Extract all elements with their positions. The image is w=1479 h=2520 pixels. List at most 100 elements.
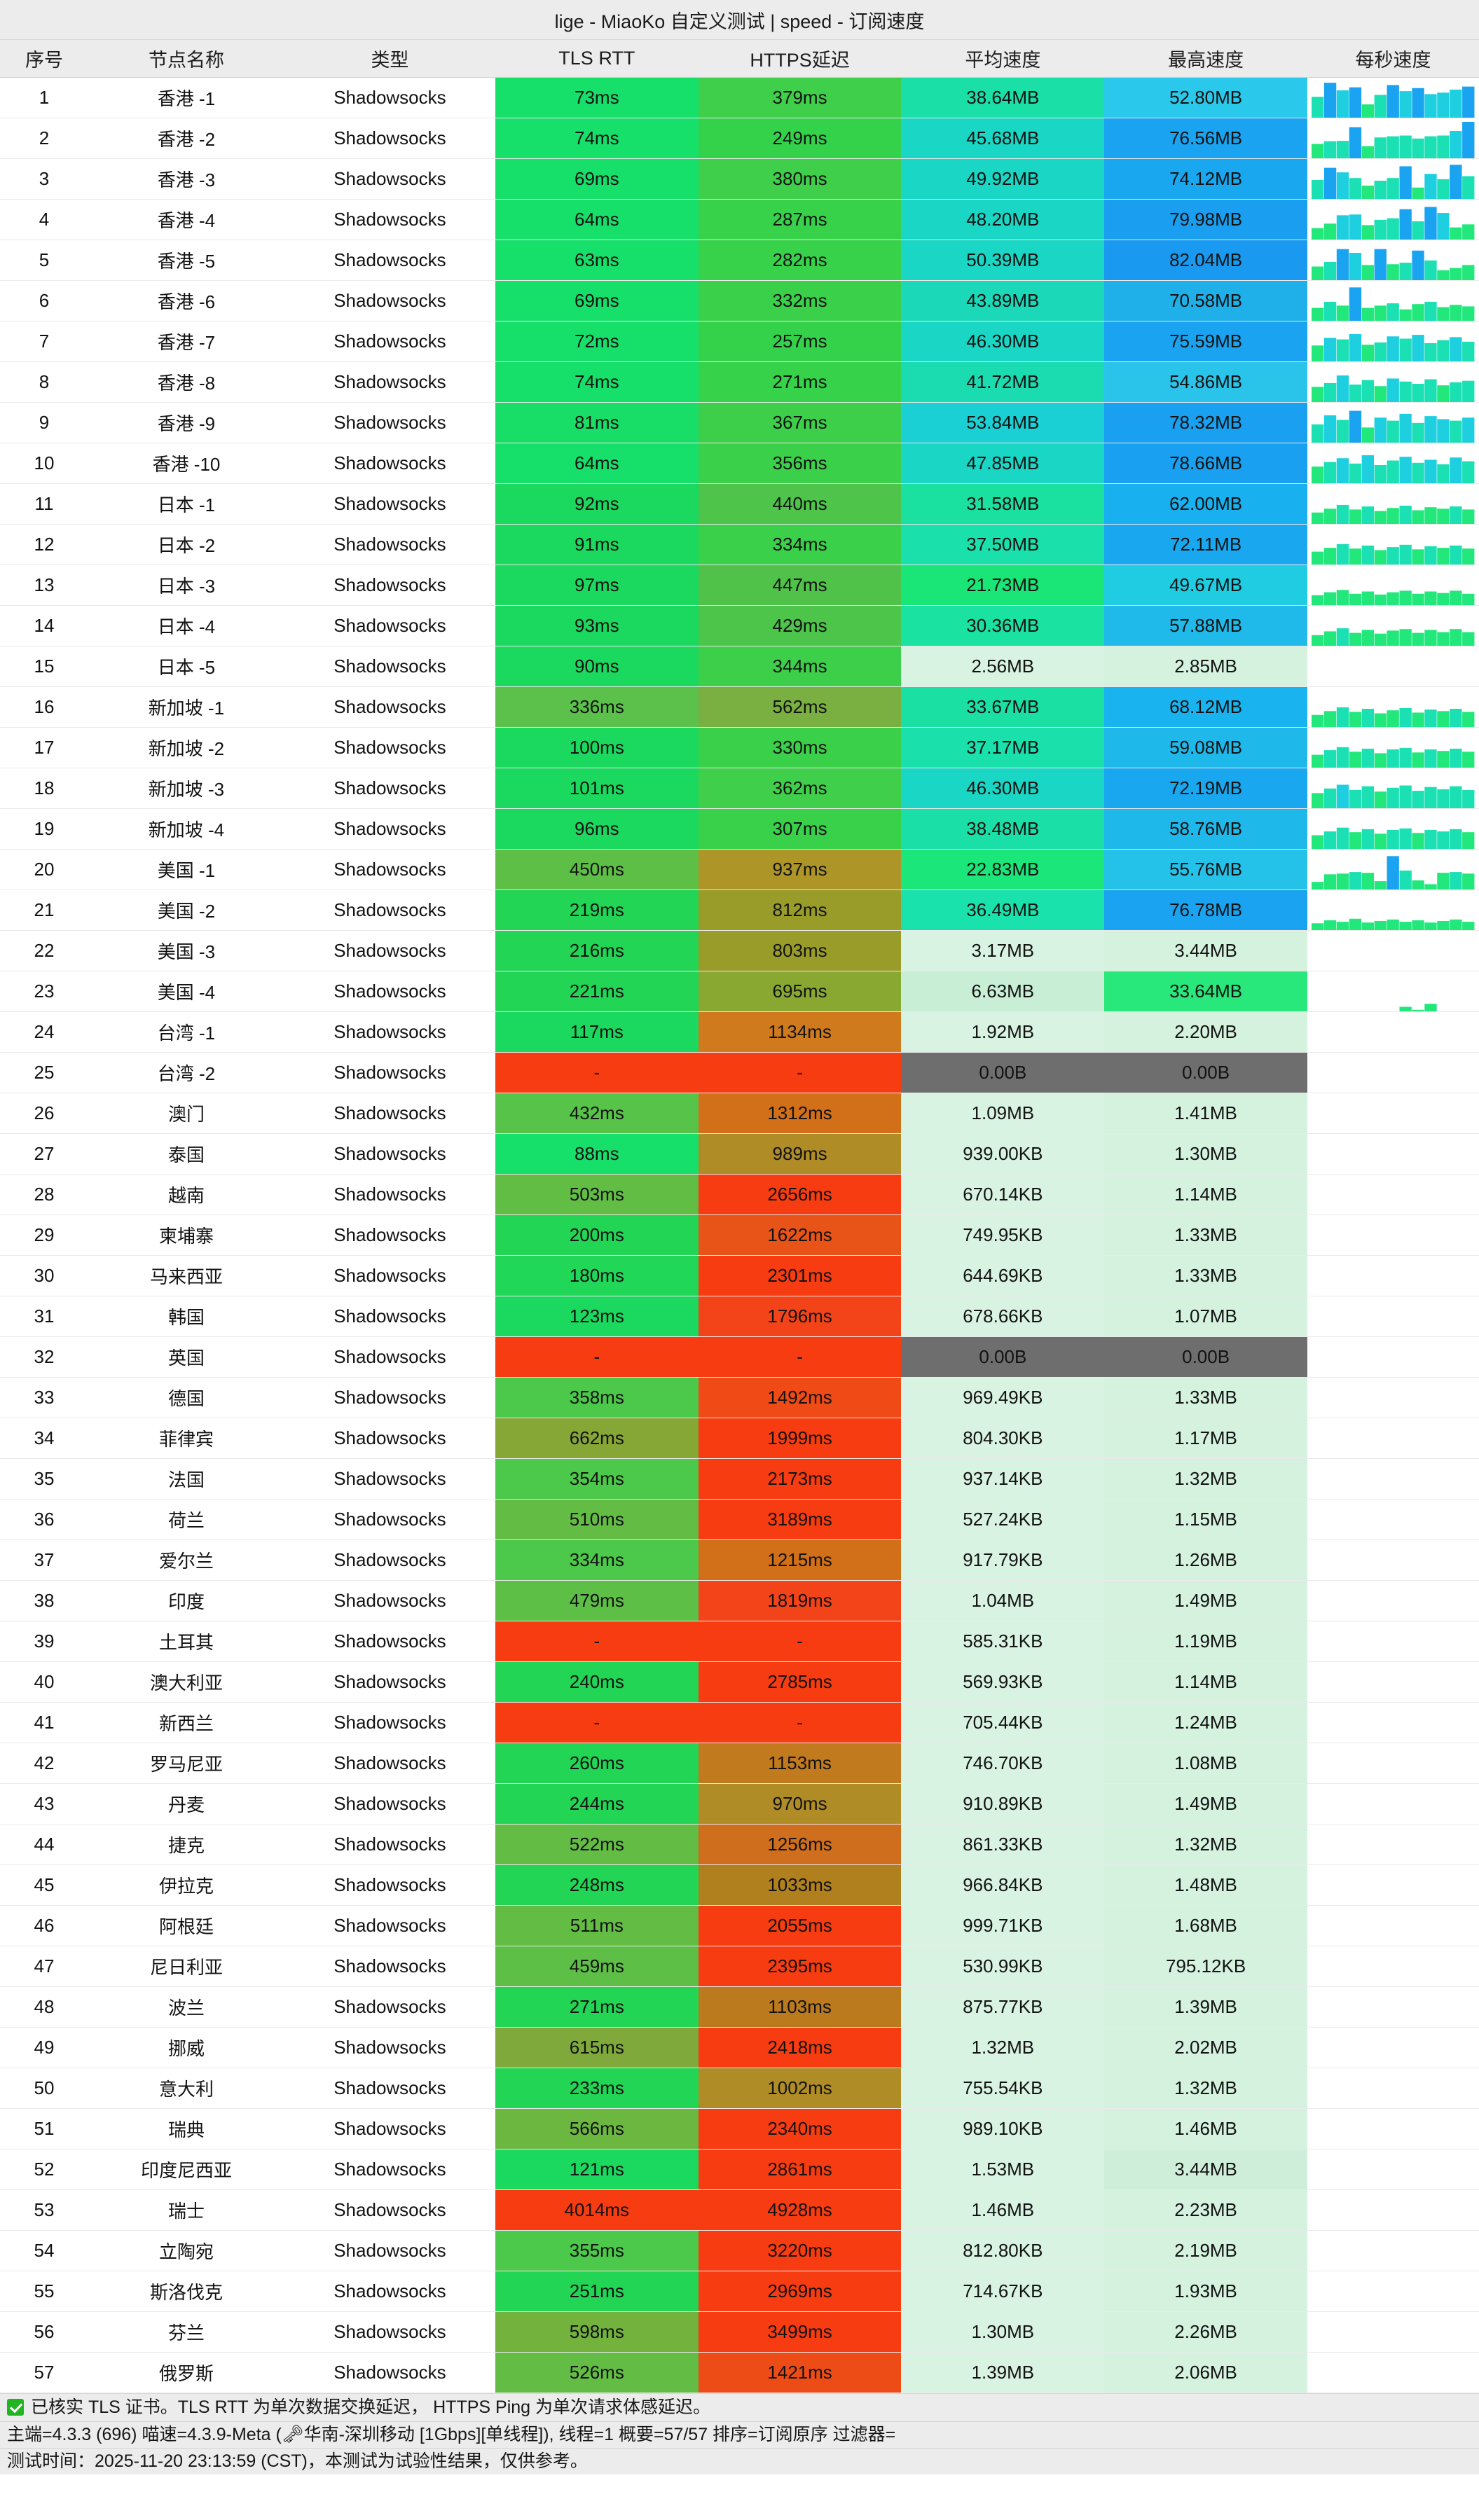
table-row[interactable]: 22 美国 -3 Shadowsocks 216ms 803ms 3.17MB 3.44MB: [0, 930, 1479, 971]
column-header-per-second-speed[interactable]: 每秒速度: [1307, 40, 1479, 78]
table-row[interactable]: 40 澳大利亚 Shadowsocks 240ms 2785ms 569.93KB 1.14…: [0, 1661, 1479, 1703]
cell-index: 23: [0, 971, 88, 1012]
column-header-https-latency[interactable]: HTTPS延迟: [698, 40, 902, 78]
table-row[interactable]: 39 土耳其 Shadowsocks - -585.31KB 1.19MB: [0, 1621, 1479, 1662]
cell-index: 48: [0, 1986, 88, 2028]
column-header-avg-speed[interactable]: 平均速度: [901, 40, 1105, 78]
cell-avg-speed: 910.89KB: [901, 1783, 1105, 1825]
table-row[interactable]: 51 瑞典 Shadowsocks 566ms 2340ms 989.10KB 1.46MB: [0, 2108, 1479, 2149]
cell-tls-rtt: 598ms: [495, 2311, 699, 2353]
table-row[interactable]: 49 挪威 Shadowsocks 615ms 2418ms 1.32MB 2.02MB: [0, 2027, 1479, 2068]
table-row[interactable]: 16 新加坡 -1 Shadowsocks 336ms 562ms 33.67MB 68.1…: [0, 686, 1479, 728]
cell-index: 37: [0, 1539, 88, 1581]
cell-tls-rtt: 510ms: [495, 1499, 699, 1540]
table-row[interactable]: 6 香港 -6 Shadowsocks 69ms 332ms 43.89MB 70.58MB: [0, 280, 1479, 321]
table-row[interactable]: 36 荷兰 Shadowsocks 510ms 3189ms 527.24KB 1.15MB: [0, 1499, 1479, 1540]
table-row[interactable]: 30 马来西亚 Shadowsocks 180ms 2301ms 644.69KB 1.33…: [0, 1255, 1479, 1296]
table-row[interactable]: 52 印度尼西亚 Shadowsocks 121ms 2861ms 1.53MB 3.44M…: [0, 2149, 1479, 2190]
table-row[interactable]: 54 立陶宛 Shadowsocks 355ms 3220ms 812.80KB 2.19M…: [0, 2230, 1479, 2271]
cell-sparkline: [1307, 1255, 1479, 1296]
table-row[interactable]: 29 柬埔寨 Shadowsocks 200ms 1622ms 749.95KB 1.33M…: [0, 1214, 1479, 1256]
cell-avg-speed: 1.39MB: [901, 2352, 1105, 2393]
table-row[interactable]: 53 瑞士 Shadowsocks 4014ms 4928ms 1.46MB 2.23MB: [0, 2189, 1479, 2231]
table-row[interactable]: 20 美国 -1 Shadowsocks 450ms 937ms 22.83MB 55.76…: [0, 849, 1479, 890]
column-header-tls-rtt[interactable]: TLS RTT: [495, 40, 699, 78]
table-row[interactable]: 42 罗马尼亚 Shadowsocks 260ms 1153ms 746.70KB 1.08…: [0, 1743, 1479, 1784]
table-row[interactable]: 48 波兰 Shadowsocks 271ms 1103ms 875.77KB 1.39MB: [0, 1986, 1479, 2028]
cell-type: Shadowsocks: [284, 930, 495, 971]
table-row[interactable]: 25 台湾 -2 Shadowsocks - -0.00B 0.00B: [0, 1052, 1479, 1093]
table-row[interactable]: 14 日本 -4 Shadowsocks 93ms 429ms 30.36MB 57.88M…: [0, 605, 1479, 646]
column-header-node-name[interactable]: 节点名称: [88, 40, 284, 78]
table-row[interactable]: 38 印度 Shadowsocks 479ms 1819ms 1.04MB 1.49MB: [0, 1580, 1479, 1621]
table-row[interactable]: 18 新加坡 -3 Shadowsocks 101ms 362ms 46.30MB 72.1…: [0, 768, 1479, 809]
cell-node-name: 瑞士: [88, 2189, 284, 2231]
cell-index: 45: [0, 1864, 88, 1906]
table-row[interactable]: 43 丹麦 Shadowsocks 244ms 970ms 910.89KB 1.49MB: [0, 1783, 1479, 1825]
table-row[interactable]: 57 俄罗斯 Shadowsocks 526ms 1421ms 1.39MB 2.06MB: [0, 2352, 1479, 2393]
table-row[interactable]: 28 越南 Shadowsocks 503ms 2656ms 670.14KB 1.14MB: [0, 1174, 1479, 1215]
cell-sparkline: [1307, 2027, 1479, 2068]
table-row[interactable]: 4 香港 -4 Shadowsocks 64ms 287ms 48.20MB 79.98MB: [0, 199, 1479, 240]
table-row[interactable]: 10 香港 -10 Shadowsocks 64ms 356ms 47.85MB 78.66…: [0, 443, 1479, 484]
table-row[interactable]: 31 韩国 Shadowsocks 123ms 1796ms 678.66KB 1.07MB: [0, 1296, 1479, 1337]
table-row[interactable]: 44 捷克 Shadowsocks 522ms 1256ms 861.33KB 1.32MB: [0, 1824, 1479, 1865]
cell-tls-rtt: 180ms: [495, 1255, 699, 1296]
cell-node-name: 爱尔兰: [88, 1539, 284, 1581]
table-row[interactable]: 1 香港 -1 Shadowsocks 73ms 379ms 38.64MB 52.80MB: [0, 77, 1479, 118]
table-row[interactable]: 26 澳门 Shadowsocks 432ms 1312ms 1.09MB 1.41MB: [0, 1093, 1479, 1134]
table-row[interactable]: 7 香港 -7 Shadowsocks 72ms 257ms 46.30MB 75.59MB: [0, 321, 1479, 362]
cell-node-name: 日本 -1: [88, 483, 284, 525]
cell-type: Shadowsocks: [284, 686, 495, 728]
table-row[interactable]: 9 香港 -9 Shadowsocks 81ms 367ms 53.84MB 78.32MB: [0, 402, 1479, 443]
table-row[interactable]: 47 尼日利亚 Shadowsocks 459ms 2395ms 530.99KB 795.…: [0, 1946, 1479, 1987]
cell-tls-rtt: 503ms: [495, 1174, 699, 1215]
cell-type: Shadowsocks: [284, 1905, 495, 1946]
footer-line-3: 测试时间：2025-11-20 23:13:59 (CST)，本测试为试验性结果…: [7, 2451, 588, 2471]
table-row[interactable]: 55 斯洛伐克 Shadowsocks 251ms 2969ms 714.67KB 1.93…: [0, 2271, 1479, 2312]
table-row[interactable]: 5 香港 -5 Shadowsocks 63ms 282ms 50.39MB 82.04MB: [0, 240, 1479, 281]
speedtest-table: 序号 节点名称 类型 TLS RTT HTTPS延迟 平均速度 最高速度 每秒速…: [0, 40, 1479, 2393]
table-row[interactable]: 27 泰国 Shadowsocks 88ms 989ms 939.00KB 1.30MB: [0, 1133, 1479, 1175]
table-row[interactable]: 32 英国 Shadowsocks - -0.00B 0.00B: [0, 1336, 1479, 1378]
table-row[interactable]: 12 日本 -2 Shadowsocks 91ms 334ms 37.50MB 72.11M…: [0, 524, 1479, 565]
cell-node-name: 马来西亚: [88, 1255, 284, 1296]
cell-tls-rtt: 662ms: [495, 1418, 699, 1459]
table-row[interactable]: 35 法国 Shadowsocks 354ms 2173ms 937.14KB 1.32MB: [0, 1458, 1479, 1500]
cell-sparkline: [1307, 402, 1479, 443]
table-row[interactable]: 46 阿根廷 Shadowsocks 511ms 2055ms 999.71KB 1.68M…: [0, 1905, 1479, 1946]
cell-index: 43: [0, 1783, 88, 1825]
table-row[interactable]: 21 美国 -2 Shadowsocks 219ms 812ms 36.49MB 76.78…: [0, 889, 1479, 931]
table-row[interactable]: 37 爱尔兰 Shadowsocks 334ms 1215ms 917.79KB 1.26M…: [0, 1539, 1479, 1581]
table-row[interactable]: 24 台湾 -1 Shadowsocks 117ms 1134ms 1.92MB 2.20M…: [0, 1011, 1479, 1053]
table-row[interactable]: 50 意大利 Shadowsocks 233ms 1002ms 755.54KB 1.32M…: [0, 2068, 1479, 2109]
table-row[interactable]: 56 芬兰 Shadowsocks 598ms 3499ms 1.30MB 2.26MB: [0, 2311, 1479, 2353]
cell-tls-rtt: 74ms: [495, 361, 699, 403]
cell-tls-rtt: 81ms: [495, 402, 699, 443]
table-row[interactable]: 15 日本 -5 Shadowsocks 90ms 344ms 2.56MB 2.85MB: [0, 646, 1479, 687]
cell-node-name: 新加坡 -3: [88, 768, 284, 809]
table-row[interactable]: 17 新加坡 -2 Shadowsocks 100ms 330ms 37.17MB 59.0…: [0, 727, 1479, 768]
cell-node-name: 立陶宛: [88, 2230, 284, 2271]
cell-index: 8: [0, 361, 88, 403]
cell-node-name: 日本 -5: [88, 646, 284, 687]
cell-sparkline: [1307, 321, 1479, 362]
table-row[interactable]: 34 菲律宾 Shadowsocks 662ms 1999ms 804.30KB 1.17M…: [0, 1418, 1479, 1459]
table-row[interactable]: 19 新加坡 -4 Shadowsocks 96ms 307ms 38.48MB 58.76…: [0, 808, 1479, 850]
table-row[interactable]: 13 日本 -3 Shadowsocks 97ms 447ms 21.73MB 49.67M…: [0, 565, 1479, 606]
column-header-type[interactable]: 类型: [284, 40, 495, 78]
table-row[interactable]: 11 日本 -1 Shadowsocks 92ms 440ms 31.58MB 62.00M…: [0, 483, 1479, 525]
cell-https-latency: 1622ms: [698, 1214, 902, 1256]
cell-tls-rtt: 260ms: [495, 1743, 699, 1784]
cell-avg-speed: 749.95KB: [901, 1214, 1105, 1256]
table-row[interactable]: 3 香港 -3 Shadowsocks 69ms 380ms 49.92MB 74.12MB: [0, 158, 1479, 200]
table-row[interactable]: 33 德国 Shadowsocks 358ms 1492ms 969.49KB 1.33MB: [0, 1377, 1479, 1418]
table-row[interactable]: 23 美国 -4 Shadowsocks 221ms 695ms 6.63MB 33.64M…: [0, 971, 1479, 1012]
table-row[interactable]: 8 香港 -8 Shadowsocks 74ms 271ms 41.72MB 54.86MB: [0, 361, 1479, 403]
table-row[interactable]: 41 新西兰 Shadowsocks - -705.44KB 1.24MB: [0, 1702, 1479, 1743]
footer-line-1: 已核实 TLS 证书。TLS RTT 为单次数据交换延迟， HTTPS Ping…: [31, 2397, 710, 2417]
table-row[interactable]: 45 伊拉克 Shadowsocks 248ms 1033ms 966.84KB 1.48M…: [0, 1864, 1479, 1906]
table-row[interactable]: 2 香港 -2 Shadowsocks 74ms 249ms 45.68MB 76.56MB: [0, 118, 1479, 159]
column-header-index[interactable]: 序号: [0, 40, 88, 78]
column-header-max-speed[interactable]: 最高速度: [1104, 40, 1307, 78]
